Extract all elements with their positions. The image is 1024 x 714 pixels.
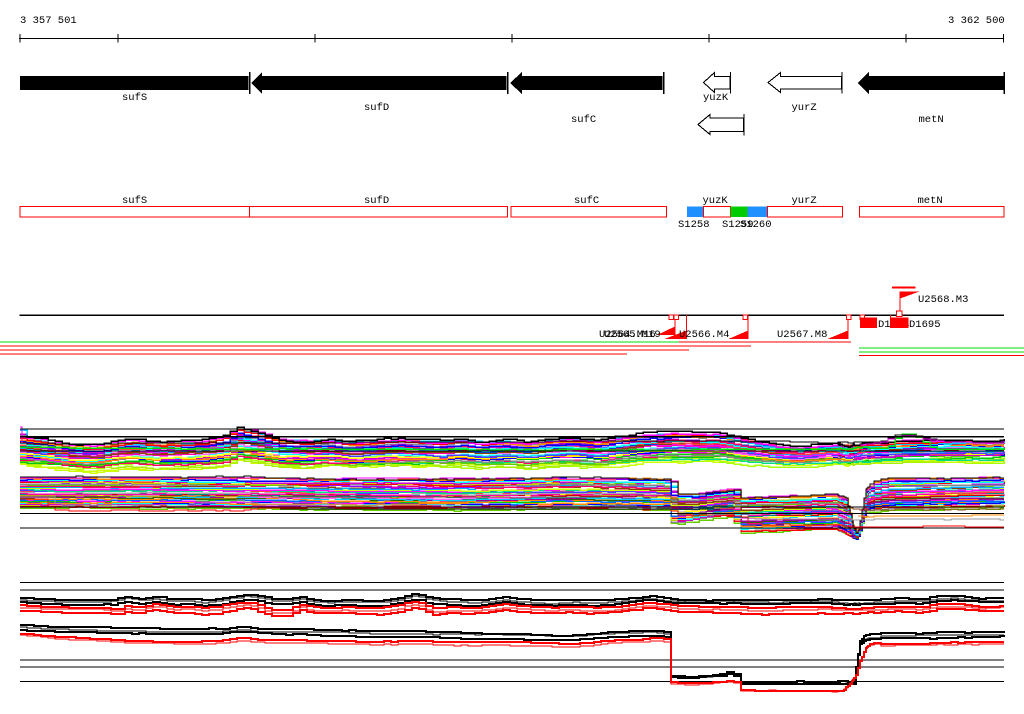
svg-text:D1695: D1695 [909,319,941,331]
svg-text:sufD: sufD [364,195,389,207]
svg-text:U2567.M8: U2567.M8 [777,329,827,341]
svg-text:metN: metN [918,195,943,207]
svg-text:sufC: sufC [571,114,596,126]
svg-text:sufS: sufS [122,92,147,104]
svg-text:S1258: S1258 [678,219,710,231]
svg-text:yuzK: yuzK [703,195,729,207]
svg-text:S1259: S1259 [722,219,754,231]
svg-text:3 357 501: 3 357 501 [20,15,77,27]
svg-text:3 362 500: 3 362 500 [948,15,1005,27]
svg-text:S1260: S1260 [740,219,772,231]
svg-text:U2564.M16: U2564.M16 [599,329,656,341]
svg-text:yurZ: yurZ [792,195,817,207]
svg-text:U2566.M4: U2566.M4 [679,329,729,341]
svg-text:sufS: sufS [122,195,147,207]
svg-text:metN: metN [919,114,944,126]
svg-text:U2568.M3: U2568.M3 [918,294,968,306]
svg-text:yurZ: yurZ [792,102,817,114]
svg-text:yuzK: yuzK [703,92,729,104]
svg-text:sufD: sufD [364,102,389,114]
svg-text:U2565.M19: U2565.M19 [604,329,661,341]
svg-text:sufC: sufC [574,195,599,207]
